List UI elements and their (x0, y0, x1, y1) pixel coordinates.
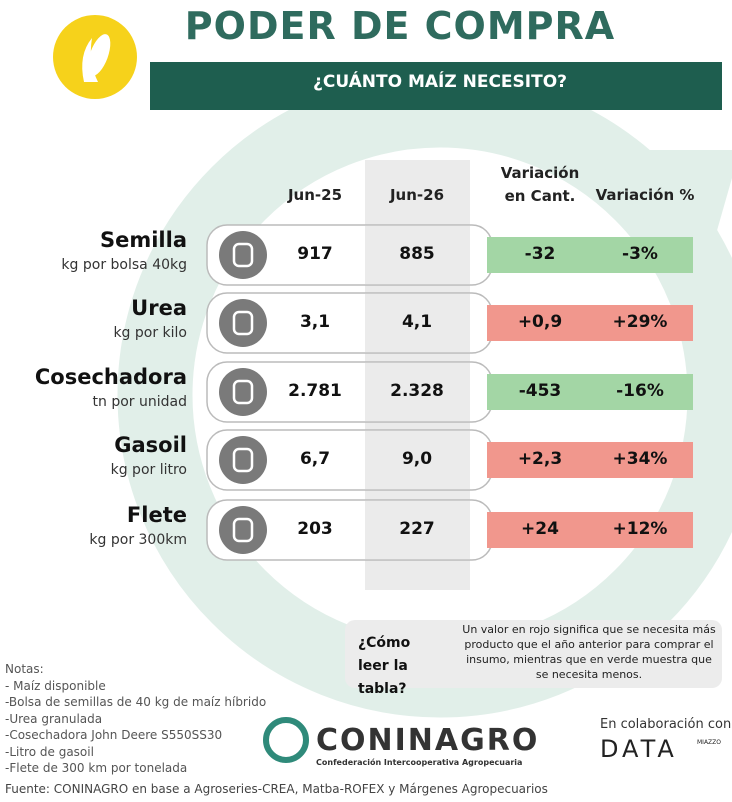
variation-band (487, 305, 693, 341)
row-icon-glyph (232, 310, 254, 336)
cell-value: 6,7 (299, 449, 331, 469)
coninagro-subtitle: Confederación Intercooperativa Agropecua… (316, 757, 522, 767)
data-logo-sub: MIAZZO (697, 739, 721, 746)
cell-value: +2,3 (517, 449, 563, 469)
note-line: -Litro de gasoil (5, 744, 94, 759)
row-icon (219, 231, 267, 279)
row-highlight (365, 294, 470, 352)
cell-value: +34% (612, 449, 668, 469)
row-name: Gasoil (114, 433, 187, 457)
cell-value: -453 (518, 381, 562, 401)
row-name: Cosechadora (34, 365, 187, 389)
note-line: -Bolsa de semillas de 40 kg de maíz híbr… (5, 695, 267, 709)
variation-band (487, 442, 693, 478)
row-highlight (365, 431, 470, 489)
source: Fuente: CONINAGRO en base a Agroseries-C… (5, 782, 548, 796)
cell-value: 4,1 (401, 312, 433, 332)
note-line: -Cosechadora John Deere S550SS30 (5, 728, 223, 742)
cell-value: 9,0 (401, 449, 433, 469)
row-highlight (365, 501, 470, 559)
cell-value: +24 (521, 519, 559, 539)
cell-value: 2.781 (288, 381, 342, 401)
row-icon-glyph (232, 242, 254, 268)
cell-value: -3% (622, 244, 658, 264)
rows (206, 224, 693, 561)
background-arrow (590, 150, 732, 290)
note-line: -Urea granulada (5, 711, 103, 726)
row-unit: tn por unidad (92, 394, 187, 410)
row-unit: kg por kilo (113, 325, 187, 341)
row-highlight (365, 363, 470, 421)
collab-text: En colaboración con (600, 717, 731, 732)
cell-value: -16% (616, 381, 664, 401)
legend-box (345, 620, 722, 688)
cell-value: 2.328 (390, 381, 444, 401)
row-unit: kg por 300km (89, 532, 187, 548)
variation-band (487, 237, 693, 273)
note-line: - Maíz disponible (5, 678, 106, 693)
legend-question: ¿Cómo leer la tabla? (358, 635, 411, 697)
subtitle-banner (150, 62, 722, 110)
note-line: -Flete de 300 km por tonelada (5, 761, 188, 775)
cell-value: +0,9 (517, 312, 563, 332)
row-icon (219, 506, 267, 554)
cell-value: +29% (612, 312, 668, 332)
corn-cob (87, 34, 111, 76)
column-header: Jun-26 (389, 186, 445, 204)
row-icon-glyph (232, 517, 254, 543)
subtitle: ¿CUÁNTO MAÍZ NECESITO? (312, 72, 568, 92)
row-icon-glyph (232, 447, 254, 473)
coninagro-mark (263, 717, 309, 763)
row-name: Urea (131, 296, 187, 320)
row-unit: kg por litro (110, 462, 187, 478)
row-icon (219, 436, 267, 484)
row-name: Semilla (99, 228, 187, 252)
row-icon-glyph (232, 379, 254, 405)
row-unit: kg por bolsa 40kg (61, 257, 187, 273)
cell-value: 203 (297, 519, 333, 539)
cell-value: +12% (612, 519, 668, 539)
cell-value: -32 (524, 244, 556, 264)
coninagro-logo: CONINAGRO (316, 723, 539, 758)
cell-value: 885 (399, 244, 435, 264)
legend-answer: Un valor en rojo significa que se necesi… (462, 623, 716, 681)
column-header: Variación en Cant. (500, 164, 580, 205)
variation-band (487, 512, 693, 548)
row-name: Flete (126, 503, 187, 527)
data-logo: DATA (600, 735, 678, 763)
row-icon (219, 368, 267, 416)
row-highlight (365, 226, 470, 284)
corn-leaf (82, 38, 98, 82)
column-header: Variación % (595, 186, 695, 204)
note-line: Notas: (5, 662, 44, 676)
row-icon (219, 299, 267, 347)
cell-value: 917 (297, 244, 333, 264)
title: PODER DE COMPRA (184, 4, 616, 48)
variation-band (487, 374, 693, 410)
column-header: Jun-25 (287, 186, 343, 204)
cell-value: 227 (399, 519, 435, 539)
cell-value: 3,1 (299, 312, 331, 332)
